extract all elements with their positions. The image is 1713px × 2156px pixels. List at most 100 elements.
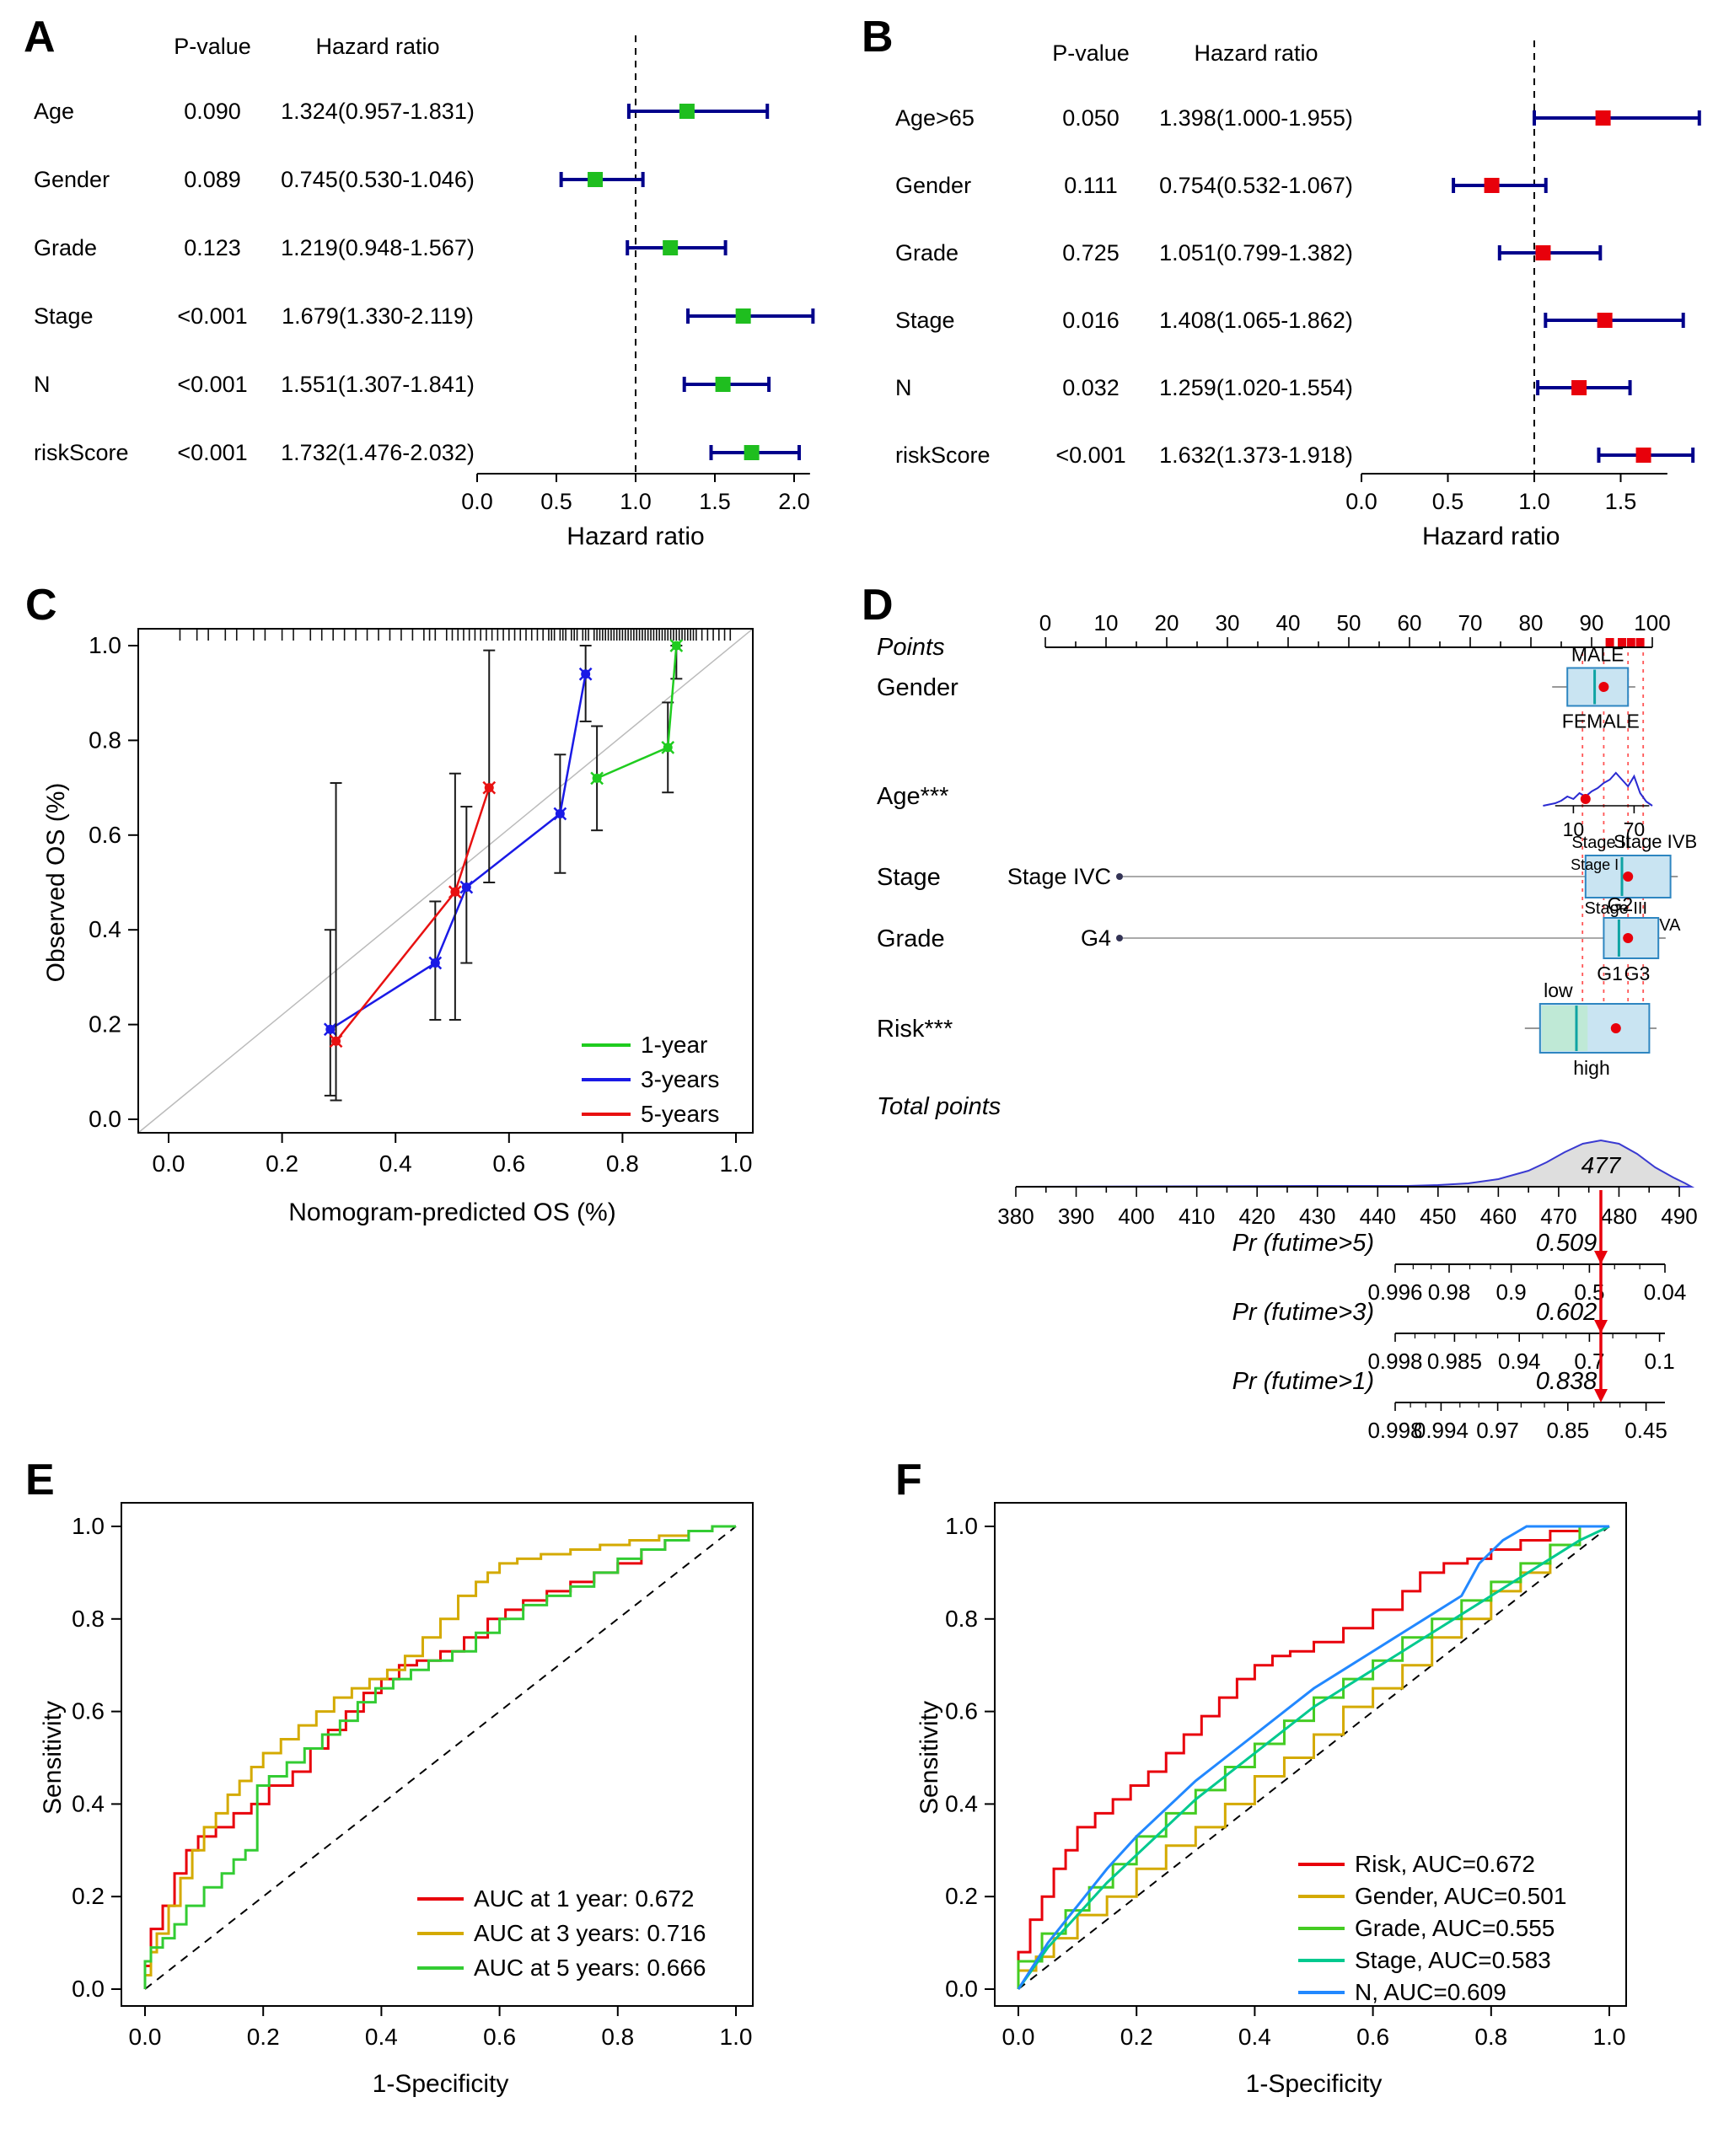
svg-text:G3: G3 xyxy=(1624,963,1651,984)
svg-text:0.1: 0.1 xyxy=(1645,1349,1675,1374)
svg-text:0.725: 0.725 xyxy=(1062,240,1120,265)
svg-text:1.679(1.330-2.119): 1.679(1.330-2.119) xyxy=(282,303,474,329)
svg-text:0.754(0.532-1.067): 0.754(0.532-1.067) xyxy=(1159,173,1353,198)
svg-text:Sensitivity: Sensitivity xyxy=(39,1701,67,1815)
svg-text:1.0: 1.0 xyxy=(945,1513,978,1539)
svg-text:40: 40 xyxy=(1276,610,1301,636)
svg-text:1.732(1.476-2.032): 1.732(1.476-2.032) xyxy=(281,440,475,465)
svg-text:N, AUC=0.609: N, AUC=0.609 xyxy=(1355,1979,1506,2005)
svg-text:0.94: 0.94 xyxy=(1498,1349,1541,1374)
svg-text:Risk***: Risk*** xyxy=(877,1016,953,1043)
svg-text:70: 70 xyxy=(1458,610,1483,636)
svg-text:Hazard ratio: Hazard ratio xyxy=(315,34,439,59)
svg-text:0.6: 0.6 xyxy=(945,1698,978,1724)
svg-text:0.0: 0.0 xyxy=(129,2024,162,2050)
svg-text:0.8: 0.8 xyxy=(72,1606,105,1632)
svg-text:0.089: 0.089 xyxy=(184,167,241,192)
panel-label-b: B xyxy=(862,13,894,62)
svg-text:1.551(1.307-1.841): 1.551(1.307-1.841) xyxy=(281,372,475,397)
svg-text:20: 20 xyxy=(1155,610,1179,636)
svg-text:0.2: 0.2 xyxy=(1120,2024,1153,2050)
svg-text:0.838: 0.838 xyxy=(1536,1368,1598,1395)
nomogram: Points 0 10 20 30 40 50 60 70 80 90 100 Gender MALE FE… xyxy=(877,610,1698,1443)
svg-text:0.9: 0.9 xyxy=(1496,1279,1527,1305)
svg-text:FEMALE: FEMALE xyxy=(1562,711,1640,732)
svg-text:low: low xyxy=(1544,979,1573,1001)
svg-text:430: 430 xyxy=(1299,1204,1335,1229)
svg-text:0.090: 0.090 xyxy=(184,99,241,124)
svg-text:0.4: 0.4 xyxy=(1238,2024,1271,2050)
svg-text:Age: Age xyxy=(34,99,74,124)
svg-text:0.4: 0.4 xyxy=(72,1790,105,1816)
svg-text:440: 440 xyxy=(1360,1204,1396,1229)
svg-text:Stage IVB: Stage IVB xyxy=(1614,831,1697,852)
svg-text:Stage: Stage xyxy=(877,864,941,891)
svg-text:410: 410 xyxy=(1179,1204,1215,1229)
svg-text:Nomogram-predicted OS (%): Nomogram-predicted OS (%) xyxy=(288,1199,615,1226)
panel-label-f: F xyxy=(895,1456,922,1504)
svg-text:80: 80 xyxy=(1519,610,1544,636)
roc-plot-clinical-factors: 0.0 0.0 0.2 0.2 0.4 0.4 0.6 0.6 0.8 0.8 1.0 1.0 1-Sp… xyxy=(916,1502,1627,2098)
svg-text:<0.001: <0.001 xyxy=(177,440,247,465)
svg-text:0.6: 0.6 xyxy=(483,2024,516,2050)
svg-text:1.0: 1.0 xyxy=(89,632,121,658)
svg-text:0.0: 0.0 xyxy=(1345,489,1377,514)
svg-text:0.4: 0.4 xyxy=(89,916,121,942)
svg-text:1.0: 1.0 xyxy=(720,1150,753,1177)
svg-text:1.398(1.000-1.955): 1.398(1.000-1.955) xyxy=(1159,105,1353,131)
svg-text:Grade: Grade xyxy=(877,925,945,952)
svg-text:Sensitivity: Sensitivity xyxy=(916,1701,943,1815)
svg-text:<0.001: <0.001 xyxy=(177,303,247,329)
svg-text:Pr (futime>1): Pr (futime>1) xyxy=(1232,1368,1374,1395)
svg-text:Stage, AUC=0.583: Stage, AUC=0.583 xyxy=(1355,1947,1551,1973)
svg-text:470: 470 xyxy=(1540,1204,1576,1229)
svg-text:0.0: 0.0 xyxy=(461,489,493,514)
svg-text:AUC at 5 years: 0.666: AUC at 5 years: 0.666 xyxy=(474,1955,706,1981)
svg-text:Observed OS (%): Observed OS (%) xyxy=(42,783,70,983)
panel-label-c: C xyxy=(25,581,57,630)
svg-text:0.2: 0.2 xyxy=(247,2024,280,2050)
svg-text:0.998: 0.998 xyxy=(1367,1349,1422,1374)
svg-text:Gender, AUC=0.501: Gender, AUC=0.501 xyxy=(1355,1883,1566,1909)
svg-text:G1: G1 xyxy=(1597,963,1623,984)
svg-text:0.6: 0.6 xyxy=(492,1150,525,1177)
svg-text:G4: G4 xyxy=(1081,925,1111,951)
svg-text:MALE: MALE xyxy=(1571,644,1624,666)
svg-text:1.408(1.065-1.862): 1.408(1.065-1.862) xyxy=(1159,308,1353,333)
svg-text:0.5: 0.5 xyxy=(540,489,572,514)
svg-text:0.8: 0.8 xyxy=(945,1606,978,1632)
svg-text:Stage III: Stage III xyxy=(1585,899,1648,918)
forest-plot-univariate: P-value Hazard ratio Age 0.090 1.324(0.957-1… xyxy=(34,34,815,550)
svg-text:10: 10 xyxy=(1563,818,1585,840)
svg-text:1.0: 1.0 xyxy=(1518,489,1550,514)
svg-text:Age***: Age*** xyxy=(877,783,948,810)
svg-text:high: high xyxy=(1573,1057,1609,1079)
svg-text:0.6: 0.6 xyxy=(89,822,121,848)
svg-text:100: 100 xyxy=(1634,610,1670,636)
svg-text:0.0: 0.0 xyxy=(945,1976,978,2002)
svg-text:480: 480 xyxy=(1601,1204,1637,1229)
svg-text:0.998: 0.998 xyxy=(1367,1418,1422,1443)
svg-text:400: 400 xyxy=(1118,1204,1154,1229)
svg-text:Hazard ratio: Hazard ratio xyxy=(1422,523,1560,550)
svg-text:390: 390 xyxy=(1058,1204,1094,1229)
svg-text:Gender: Gender xyxy=(877,674,959,701)
svg-text:Stage: Stage xyxy=(895,308,955,333)
svg-text:0.509: 0.509 xyxy=(1536,1230,1598,1257)
svg-text:60: 60 xyxy=(1398,610,1422,636)
svg-text:90: 90 xyxy=(1580,610,1604,636)
svg-text:0.050: 0.050 xyxy=(1062,105,1120,131)
svg-text:0.0: 0.0 xyxy=(153,1150,185,1177)
calibration-plot: 0.0 0.0 0.2 0.2 0.4 0.4 0.6 0.6 0.8 0.8 1.0 1.0 Nomo… xyxy=(42,628,754,1226)
svg-text:1-year: 1-year xyxy=(641,1032,707,1058)
panel-label-a: A xyxy=(24,13,56,62)
svg-text:0.111: 0.111 xyxy=(1064,173,1118,198)
svg-text:AUC at 1 year: 0.672: AUC at 1 year: 0.672 xyxy=(474,1885,694,1912)
svg-text:490: 490 xyxy=(1661,1204,1697,1229)
svg-text:Gender: Gender xyxy=(34,167,110,192)
forest-plot-multivariate: P-value Hazard ratio Age>65 0.050 1.398(1.00… xyxy=(895,40,1701,550)
svg-text:0.4: 0.4 xyxy=(945,1790,978,1816)
svg-text:0.032: 0.032 xyxy=(1062,375,1120,400)
